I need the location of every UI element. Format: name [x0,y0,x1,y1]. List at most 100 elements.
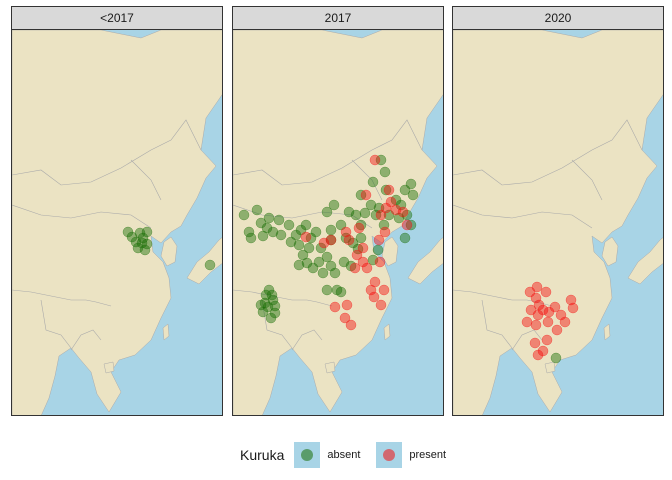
absent-point [273,214,285,226]
absent-point [372,244,384,256]
absent-point [257,306,269,318]
present-point [540,286,552,298]
country-border [453,204,593,229]
absent-point [139,244,151,256]
absent-point [141,226,153,238]
facet-strip-title: 2017 [232,6,444,30]
facet-strip-title: <2017 [11,6,223,30]
absent-point [265,312,277,324]
present-point [374,256,386,268]
absent-point [375,154,387,166]
present-point [383,184,395,196]
facet-panel-pre2017: <2017 [11,6,223,416]
absent-point [405,219,417,231]
country-border [351,159,383,201]
country-border [130,159,162,201]
absent-point [310,226,322,238]
absent-point [399,232,411,244]
absent-point [379,166,391,178]
country-border [233,289,333,307]
map-svg [12,30,222,415]
present-point [397,206,409,218]
present-point [555,309,567,321]
absent-point [325,224,337,236]
country-border [453,289,553,307]
absent-point [300,219,312,231]
absent-point [136,237,148,249]
present-point [543,306,555,318]
country-border [233,204,373,229]
absent-point [367,176,379,188]
absent-point [325,260,337,272]
present-point [357,256,369,268]
present-point [567,302,579,314]
map-area [11,30,223,416]
absent-point [243,226,255,238]
absent-point [407,189,419,201]
facet-panel-2020: 2020 [452,6,664,416]
present-point [541,334,553,346]
present-point [300,231,312,243]
country-border [12,289,112,307]
present-point [390,204,402,216]
facet-strip-title: 2020 [452,6,664,30]
present-point [339,312,351,324]
present-point [353,222,365,234]
present-point [368,291,380,303]
absent-point [350,209,362,221]
absent-point [355,219,367,231]
absent-point [267,226,279,238]
present-point [530,319,542,331]
map-area [452,30,664,416]
absent-point [204,259,216,271]
present-point [375,209,387,221]
legend-key-present [376,442,403,468]
absent-point [293,239,305,251]
absent-point [328,199,340,211]
absent-point [331,284,343,296]
absent-point [285,236,297,248]
absent-point [355,232,367,244]
korea-shape [601,236,619,267]
country-border [453,119,643,186]
absent-point [245,232,257,244]
present-point [532,309,544,321]
taiwan-shape [603,323,611,341]
country-border [481,299,513,349]
present-point [565,294,577,306]
absent-point [257,230,269,242]
absent-point [266,289,278,301]
japan-shape [627,237,663,285]
present-point [341,299,353,311]
country-border [40,299,72,349]
map-svg [453,30,663,415]
country-border [261,299,293,349]
absent-point [380,184,392,196]
absent-point [263,284,275,296]
korea-shape [381,236,399,267]
absent-point [255,299,267,311]
absent-point [399,184,411,196]
present-point [369,154,381,166]
present-point [378,284,390,296]
present-point [357,242,369,254]
absent-point [238,209,250,221]
taiwan-shape [162,323,170,341]
country-border [70,329,102,351]
absent-point [321,251,333,263]
present-point [361,262,373,274]
present-point [345,319,357,331]
hainan-shape [103,361,115,374]
present-point [369,276,381,288]
present-point [340,226,352,238]
legend-key-absent [294,442,321,468]
absent-point [338,256,350,268]
hainan-shape [324,361,336,374]
present-point [373,234,385,246]
absent-point [393,212,405,224]
present-point [318,237,330,249]
present-point [537,345,549,357]
legend-title: Kuruka [240,447,285,463]
absent-point [321,206,333,218]
absent-point [329,267,341,279]
